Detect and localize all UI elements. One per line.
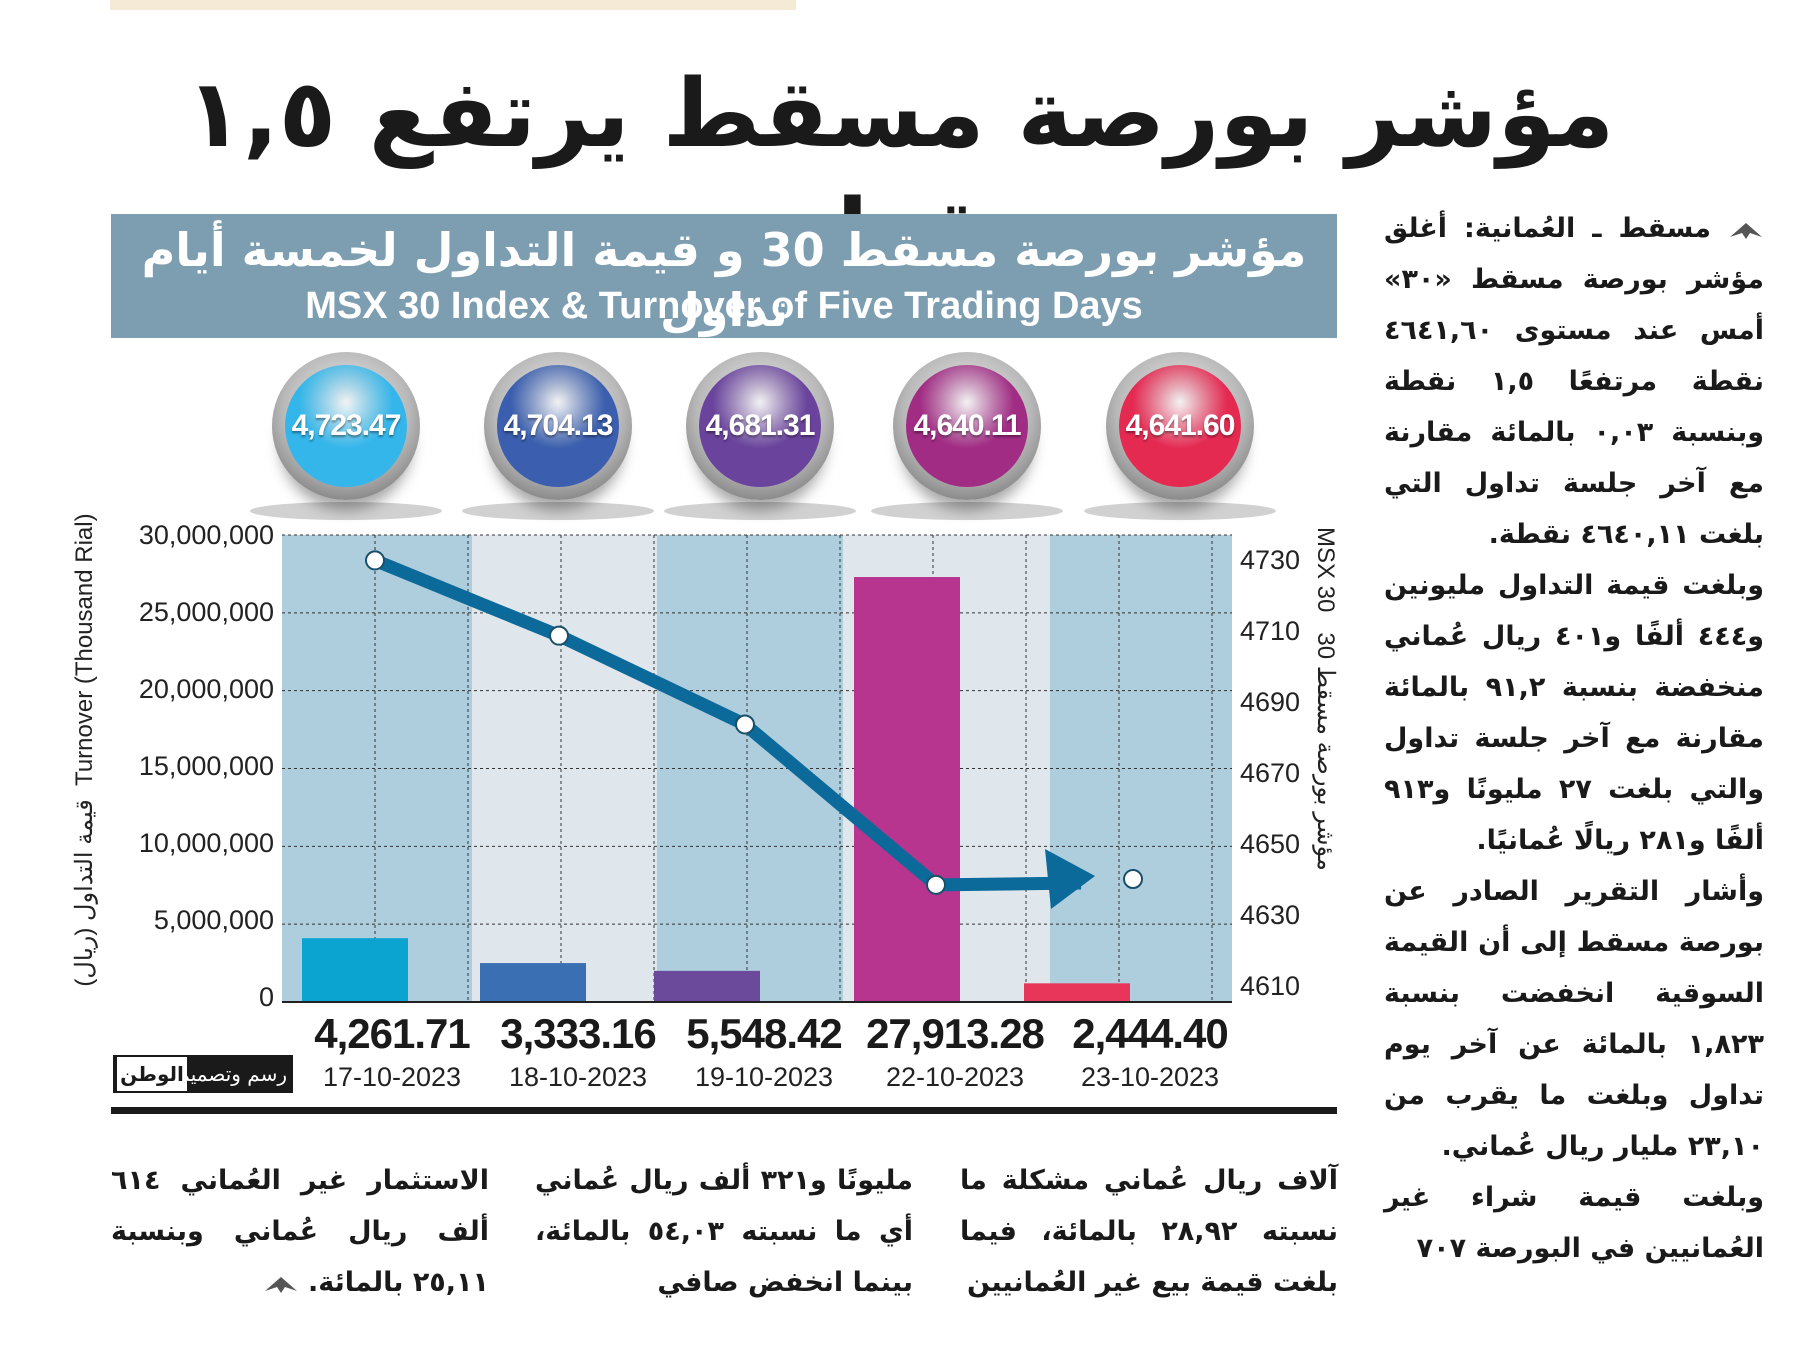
bubble-fill [497, 365, 619, 487]
index-bubble: 4,641.60 [1106, 352, 1254, 500]
date-label: 18-10-2023 [508, 1062, 648, 1092]
article-right-column: مسقط ـ العُمانية: أغلق مؤشر بورصة مسقط «… [1384, 203, 1764, 1274]
bubble-fill [906, 365, 1028, 487]
date-label: 23-10-2023 [1080, 1062, 1220, 1092]
turnover-bar [654, 970, 760, 1002]
y-left-tick: 0 [258, 982, 274, 1012]
chart-header: مؤشر بورصة مسقط 30 و قيمة التداول لخمسة … [111, 214, 1337, 338]
y-left-tick: 20,000,000 [138, 674, 274, 704]
section-rule [111, 1107, 1337, 1114]
index-line-arrowhead [1045, 849, 1095, 910]
index-point [549, 625, 569, 646]
index-point [926, 874, 946, 895]
y-right-tick: 4650 [1240, 829, 1301, 859]
bubble-shadow [1084, 502, 1276, 520]
bubble-shadow [871, 502, 1063, 520]
y-right-tick: 4610 [1240, 971, 1301, 1001]
y-right-tick: 4670 [1240, 758, 1301, 788]
y-left-tick: 30,000,000 [138, 520, 274, 550]
index-line [372, 554, 941, 890]
index-bubble: 4,704.13 [484, 352, 632, 500]
y-left-tick: 5,000,000 [153, 905, 274, 935]
chart-title-arabic: مؤشر بورصة مسقط 30 و قيمة التداول لخمسة … [141, 223, 1307, 337]
y-left-tick: 10,000,000 [138, 828, 274, 858]
bottom-column-3: الاستثمار غير العُماني ٦١٤ ألف ريال عُما… [111, 1165, 489, 1298]
index-point [365, 550, 385, 571]
bubble-fill [1119, 365, 1241, 487]
bubble-value: 4,681.31 [705, 409, 816, 442]
plot-band [282, 535, 472, 1002]
turnover-bar [854, 577, 960, 1002]
y-right-tick: 4710 [1240, 616, 1301, 646]
y-right-tick: 4730 [1240, 545, 1301, 575]
bubble-value: 4,640.11 [913, 409, 1021, 442]
brand-logo: الوطن [117, 1057, 187, 1091]
y-left-tick: 15,000,000 [138, 751, 274, 781]
bubble-shadow [250, 502, 442, 520]
turnover-label: 27,913.28 [866, 1010, 1045, 1057]
y-axis-left-label: قيمة التداول (ريال) Turnover (Thousand R… [70, 500, 104, 1000]
bubble-fill [285, 365, 407, 487]
turnover-label: 2,444.40 [1072, 1010, 1229, 1057]
bubble-value: 4,723.47 [291, 409, 402, 442]
index-bubble: 4,723.47 [272, 352, 420, 500]
bubble-shadow [462, 502, 654, 520]
y-axis-left-label-ar: قيمة التداول (ريال) [71, 799, 98, 987]
bubble-value: 4,704.13 [503, 409, 614, 442]
paragraph-3: وأشار التقرير الصادر عن بورصة مسقط إلى أ… [1384, 876, 1764, 1162]
design-credit-logo: رسم وتصميم الوطن [113, 1055, 293, 1093]
y-axis-right-label-en: MSX 30 [1312, 527, 1339, 613]
turnover-label: 3,333.16 [500, 1010, 657, 1057]
index-bubble: 4,640.11 [893, 352, 1041, 500]
y-left-tick: 25,000,000 [138, 597, 274, 627]
index-point [1123, 869, 1143, 890]
bubble-shadow [664, 502, 856, 520]
headline: مؤشر بورصة مسقط يرتفع ١,٥ نقطة [185, 60, 1615, 289]
bottom-column-2: مليونًا و٣٢١ ألف ريال عُماني أي ما نسبته… [535, 1165, 913, 1298]
chart-title-english: MSX 30 Index & Turnover of Five Trading … [305, 285, 1143, 327]
turnover-bar [1024, 983, 1130, 1002]
turnover-label: 4,261.71 [314, 1010, 471, 1057]
top-banner-strip [110, 0, 796, 10]
date-label: 22-10-2023 [885, 1062, 1025, 1092]
turnover-label: 5,548.42 [686, 1010, 843, 1057]
date-label: 19-10-2023 [694, 1062, 834, 1092]
bubble-fill [699, 365, 821, 487]
paragraph-4: وبلغت قيمة شراء غير العُمانيين في البورص… [1384, 1182, 1764, 1264]
index-bubble: 4,681.31 [686, 352, 834, 500]
bird-icon [1730, 222, 1762, 239]
y-right-tick: 4630 [1240, 900, 1301, 930]
bottom-column-1: آلاف ريال عُماني مشكلة ما نسبته ٢٨,٩٢ با… [960, 1165, 1338, 1298]
bubble-value: 4,641.60 [1125, 409, 1236, 442]
turnover-bar [302, 938, 408, 1002]
y-axis-left-label-en: Turnover (Thousand Rial) [71, 513, 98, 786]
y-axis-right-label-ar: مؤشر بورصة مسقط 30 [1312, 632, 1339, 871]
turnover-bar [480, 963, 586, 1002]
date-label: 17-10-2023 [322, 1062, 462, 1092]
y-right-tick: 4690 [1240, 687, 1301, 717]
y-axis-right-label: MSX 30 مؤشر بورصة مسقط 30 [1306, 527, 1340, 871]
bird-end-icon [264, 1276, 297, 1293]
paragraph-1: مسقط ـ العُمانية: أغلق مؤشر بورصة مسقط «… [1384, 213, 1765, 550]
index-point [735, 714, 755, 735]
design-credit: رسم وتصميم [177, 1062, 287, 1086]
paragraph-2: وبلغت قيمة التداول مليونين و٤٤٤ ألفًا و٤… [1384, 570, 1765, 856]
